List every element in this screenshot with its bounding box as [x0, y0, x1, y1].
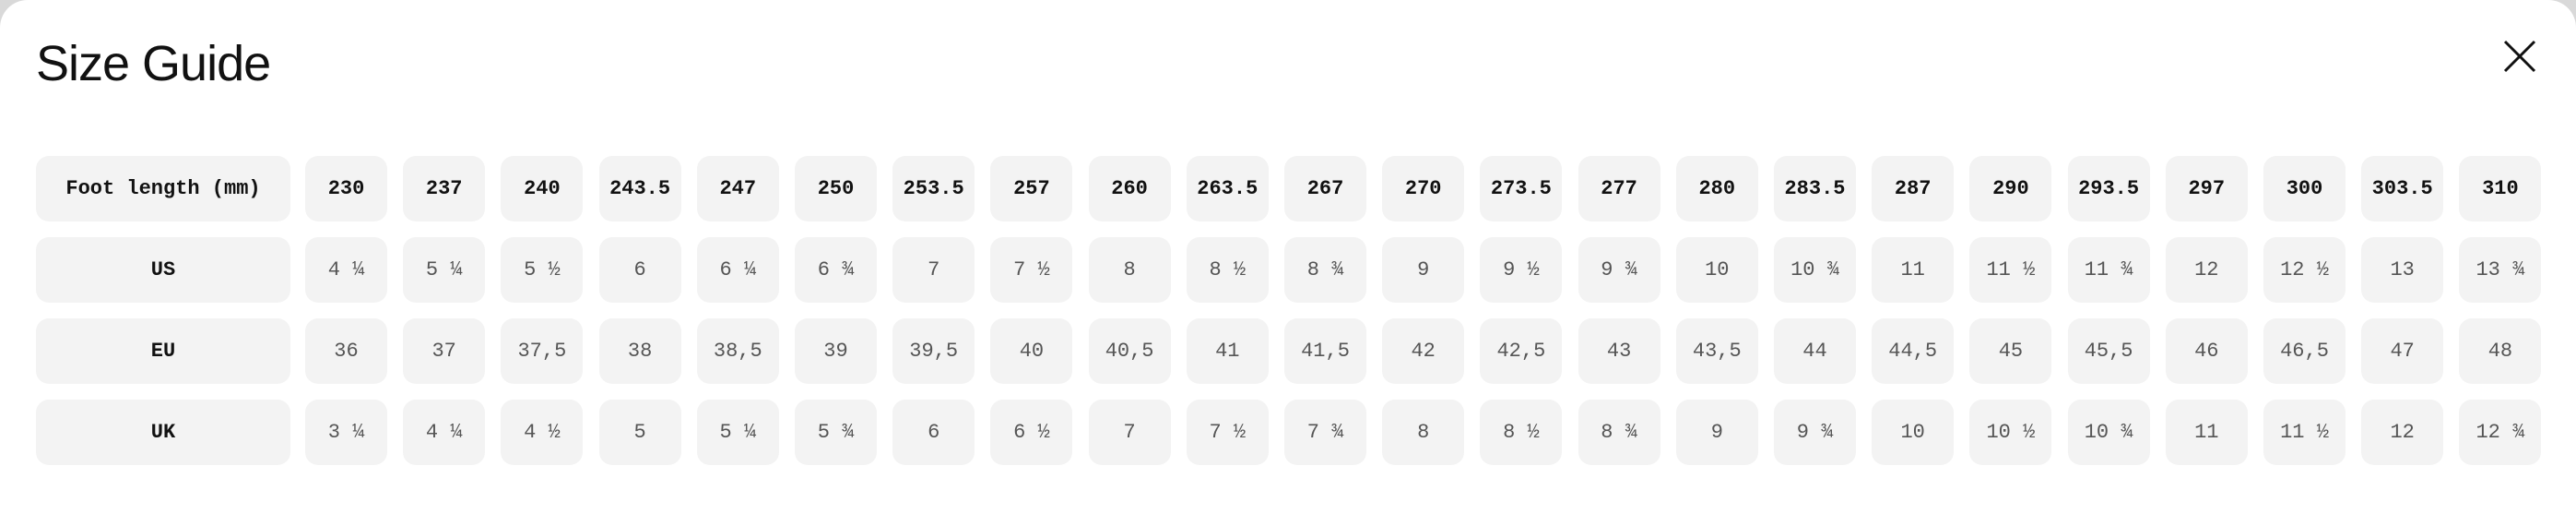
- size-cell: 9 ¾: [1578, 237, 1660, 303]
- size-cell: 6: [598, 237, 681, 303]
- modal-title: Size Guide: [36, 36, 271, 91]
- size-cell: 250: [795, 156, 877, 221]
- size-cell: 43,5: [1675, 318, 1758, 384]
- size-cell: 48: [2459, 318, 2542, 384]
- size-cell: 5: [598, 400, 681, 465]
- size-cell: 42: [1382, 318, 1465, 384]
- size-cell: 39,5: [892, 318, 975, 384]
- size-cell: 11: [1872, 237, 1955, 303]
- size-cell: 7: [892, 237, 975, 303]
- size-cell: 40: [990, 318, 1073, 384]
- size-cell: 44,5: [1872, 318, 1955, 384]
- size-cell: 270: [1382, 156, 1465, 221]
- size-cell: 43: [1578, 318, 1660, 384]
- size-cell: 40,5: [1088, 318, 1171, 384]
- size-cell: 8: [1088, 237, 1171, 303]
- size-cell: 257: [990, 156, 1073, 221]
- size-cell: 38,5: [696, 318, 779, 384]
- size-cell: 10: [1675, 237, 1758, 303]
- size-cell: 10 ¾: [1774, 237, 1856, 303]
- size-cell: 310: [2459, 156, 2542, 221]
- size-cell: 38: [598, 318, 681, 384]
- size-cell: 7: [1088, 400, 1171, 465]
- row-label: EU: [36, 318, 290, 384]
- size-cell: 230: [305, 156, 387, 221]
- size-cell: 243.5: [598, 156, 681, 221]
- size-cell: 11 ½: [1969, 237, 2052, 303]
- size-cell: 12: [2361, 400, 2444, 465]
- size-cell: 5 ½: [501, 237, 584, 303]
- size-cell: 9: [1382, 237, 1465, 303]
- size-cell: 247: [696, 156, 779, 221]
- size-cell: 5 ¾: [795, 400, 877, 465]
- size-cell: 10 ½: [1969, 400, 2052, 465]
- size-cell: 8 ½: [1186, 237, 1269, 303]
- size-cell: 37: [403, 318, 486, 384]
- size-cell: 5 ¼: [696, 400, 779, 465]
- size-cell: 253.5: [892, 156, 975, 221]
- size-cell: 36: [305, 318, 387, 384]
- size-cell: 6: [892, 400, 975, 465]
- size-cell: 287: [1872, 156, 1955, 221]
- size-cell: 240: [501, 156, 584, 221]
- size-cell: 11 ½: [2263, 400, 2346, 465]
- size-cell: 41,5: [1284, 318, 1366, 384]
- size-cell: 9: [1675, 400, 1758, 465]
- size-cell: 39: [795, 318, 877, 384]
- size-cell: 277: [1578, 156, 1660, 221]
- size-cell: 297: [2165, 156, 2248, 221]
- size-cell: 237: [403, 156, 486, 221]
- size-cell: 6 ¼: [696, 237, 779, 303]
- size-cell: 293.5: [2067, 156, 2150, 221]
- size-cell: 4 ¼: [403, 400, 486, 465]
- size-cell: 5 ¼: [403, 237, 486, 303]
- size-cell: 6 ½: [990, 400, 1073, 465]
- size-cell: 10: [1872, 400, 1955, 465]
- size-cell: 8 ¾: [1284, 237, 1366, 303]
- size-cell: 45: [1969, 318, 2052, 384]
- size-cell: 4 ½: [501, 400, 584, 465]
- size-cell: 11 ¾: [2067, 237, 2150, 303]
- row-label: US: [36, 237, 290, 303]
- size-cell: 13 ¾: [2459, 237, 2542, 303]
- size-cell: 46: [2165, 318, 2248, 384]
- size-cell: 267: [1284, 156, 1366, 221]
- size-cell: 7 ½: [1186, 400, 1269, 465]
- row-label: Foot length (mm): [36, 156, 290, 221]
- size-cell: 9 ¾: [1774, 400, 1856, 465]
- size-cell: 303.5: [2361, 156, 2444, 221]
- size-cell: 283.5: [1774, 156, 1856, 221]
- size-cell: 13: [2361, 237, 2444, 303]
- size-cell: 37,5: [501, 318, 584, 384]
- size-cell: 263.5: [1186, 156, 1269, 221]
- size-cell: 44: [1774, 318, 1856, 384]
- size-cell: 12 ½: [2263, 237, 2346, 303]
- size-cell: 47: [2361, 318, 2444, 384]
- size-cell: 12: [2165, 237, 2248, 303]
- size-cell: 7 ¾: [1284, 400, 1366, 465]
- size-cell: 46,5: [2263, 318, 2346, 384]
- size-cell: 8 ½: [1480, 400, 1563, 465]
- size-cell: 6 ¾: [795, 237, 877, 303]
- size-cell: 11: [2165, 400, 2248, 465]
- size-cell: 7 ½: [990, 237, 1073, 303]
- size-cell: 8 ¾: [1578, 400, 1660, 465]
- close-button[interactable]: [2500, 37, 2539, 76]
- size-cell: 3 ¼: [305, 400, 387, 465]
- size-cell: 45,5: [2067, 318, 2150, 384]
- size-cell: 41: [1186, 318, 1269, 384]
- size-cell: 280: [1675, 156, 1758, 221]
- size-cell: 9 ½: [1480, 237, 1563, 303]
- size-cell: 260: [1088, 156, 1171, 221]
- size-cell: 12 ¾: [2459, 400, 2542, 465]
- size-cell: 10 ¾: [2067, 400, 2150, 465]
- size-cell: 8: [1382, 400, 1465, 465]
- size-cell: 4 ¼: [305, 237, 387, 303]
- size-cell: 300: [2263, 156, 2346, 221]
- size-cell: 273.5: [1480, 156, 1563, 221]
- size-cell: 42,5: [1480, 318, 1563, 384]
- size-cell: 290: [1969, 156, 2052, 221]
- row-label: UK: [36, 400, 290, 465]
